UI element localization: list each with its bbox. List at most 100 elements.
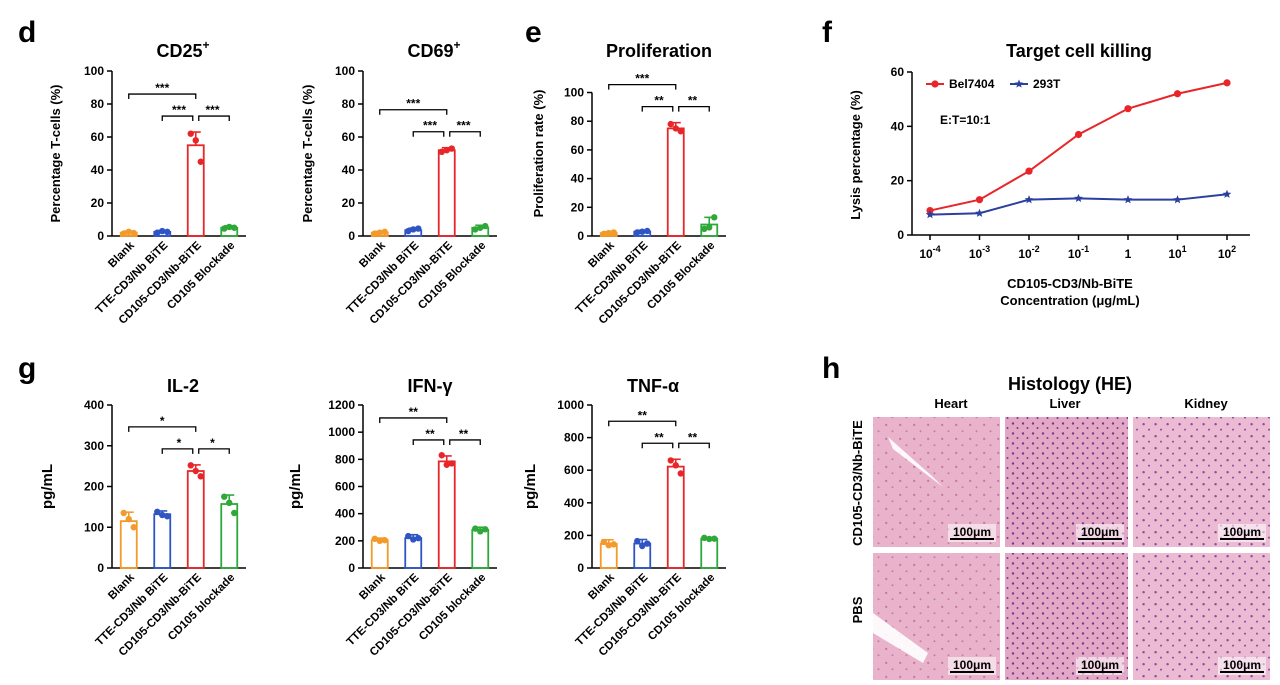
data-point [644,540,651,547]
y-tick-label: 1200 [328,398,355,412]
data-point [231,509,238,517]
significance-bracket-1 [161,448,194,454]
significance-bracket-0 [379,109,448,115]
y-axis-label: pg/mL [287,464,304,509]
chart-tnfa: TNF-αpg/mL02004006008001000BlankTTE-CD3/… [522,376,726,659]
data-point [448,460,455,467]
data-point [600,538,607,546]
scale-bar-bg [1218,657,1266,675]
x-axis-label-line2: Concentration (μg/mL) [1000,293,1139,308]
data-point [415,534,422,542]
chart-title: CD25+ [156,38,209,61]
significance-label-0: ** [638,408,648,422]
data-point [226,223,233,231]
scale-bar-bg [1076,524,1124,542]
significance-bracket-1 [412,439,445,445]
legend-label-1: 293T [1033,77,1061,91]
data-point [410,536,417,543]
data-point [231,224,238,231]
y-tick-label: 200 [84,480,104,494]
y-tick-label: 80 [571,114,585,128]
category-label-0: Blank [106,571,137,602]
legend-marker-1 [1014,79,1024,88]
series-point-Bel7404 [1124,105,1132,113]
data-point [706,535,713,543]
data-point [381,228,388,236]
data-point [405,532,412,540]
data-point [706,224,713,231]
data-point [482,222,489,230]
panel-letter-d: d [18,16,36,49]
x-tick-exponent: -1 [1081,244,1089,254]
data-point [120,230,127,237]
series-point-293T [1222,189,1232,198]
data-point [605,229,612,237]
category-label-3: CD105 blockade [646,572,717,643]
significance-label-1: *** [172,103,186,117]
x-tick-exponent: 1 [1182,244,1187,254]
significance-bracket-0 [608,420,677,427]
data-point [192,467,199,475]
chart-title: IL-2 [167,376,199,396]
data-point [472,525,479,532]
significance-bracket-2 [449,439,481,445]
x-tick-label: 10-4 [919,244,940,261]
data-point [605,541,612,549]
y-tick-label: 1000 [557,398,584,412]
data-point [125,515,132,523]
scale-bar-label: 100μm [1223,658,1261,672]
data-point [376,537,383,545]
data-point [701,534,708,542]
series-line-Bel7404 [929,81,1228,212]
data-point [125,228,132,236]
histology-column-kidney: Kidney [1184,396,1228,411]
significance-bracket-0 [128,426,197,432]
data-point [159,227,166,235]
significance-bracket-0 [379,417,448,423]
bar-2 [666,127,685,237]
data-point [701,225,708,233]
data-point [711,214,718,221]
ratio-annotation: E:T=10:1 [940,113,991,127]
chart-title: TNF-α [627,376,679,396]
significance-label-2: ** [688,94,698,108]
y-tick-label: 20 [342,196,356,210]
significance-bracket-1 [161,115,194,122]
histology-row-pbs: PBS [850,596,865,623]
significance-bracket-1 [641,106,674,112]
significance-label-2: *** [205,103,219,117]
significance-label-2: ** [459,427,469,441]
significance-label-0: *** [635,72,649,86]
y-tick-label: 40 [571,172,585,186]
y-tick-label: 0 [577,229,584,243]
data-point [410,226,417,233]
data-point [371,230,378,237]
y-tick-label: 600 [564,463,584,477]
significance-bracket-2 [198,115,230,122]
series-point-293T [1123,195,1133,204]
category-label-0: Blank [586,239,617,270]
x-tick-exponent: -2 [1032,244,1040,254]
data-point [610,541,617,548]
panel-letter-f: f [822,16,833,49]
tissue-gap [873,613,928,663]
x-tick-label: 102 [1218,244,1236,261]
significance-label-2: * [210,436,215,450]
significance-label-2: ** [688,430,698,444]
y-tick-label: 0 [577,561,584,575]
x-tick-exponent: -4 [933,244,941,254]
data-point [415,225,422,232]
bar-2 [437,149,456,237]
significance-bracket-2 [678,442,710,449]
y-tick-label: 60 [91,130,105,144]
data-point [226,499,233,506]
y-tick-label: 100 [335,64,355,78]
y-tick-label: 40 [91,163,105,177]
y-tick-label: 200 [564,528,584,542]
panel-letter-g: g [18,352,36,385]
significance-label-2: *** [456,119,470,133]
x-tick-exponent: -3 [982,244,990,254]
data-point [634,229,641,236]
significance-bracket-2 [198,448,230,454]
